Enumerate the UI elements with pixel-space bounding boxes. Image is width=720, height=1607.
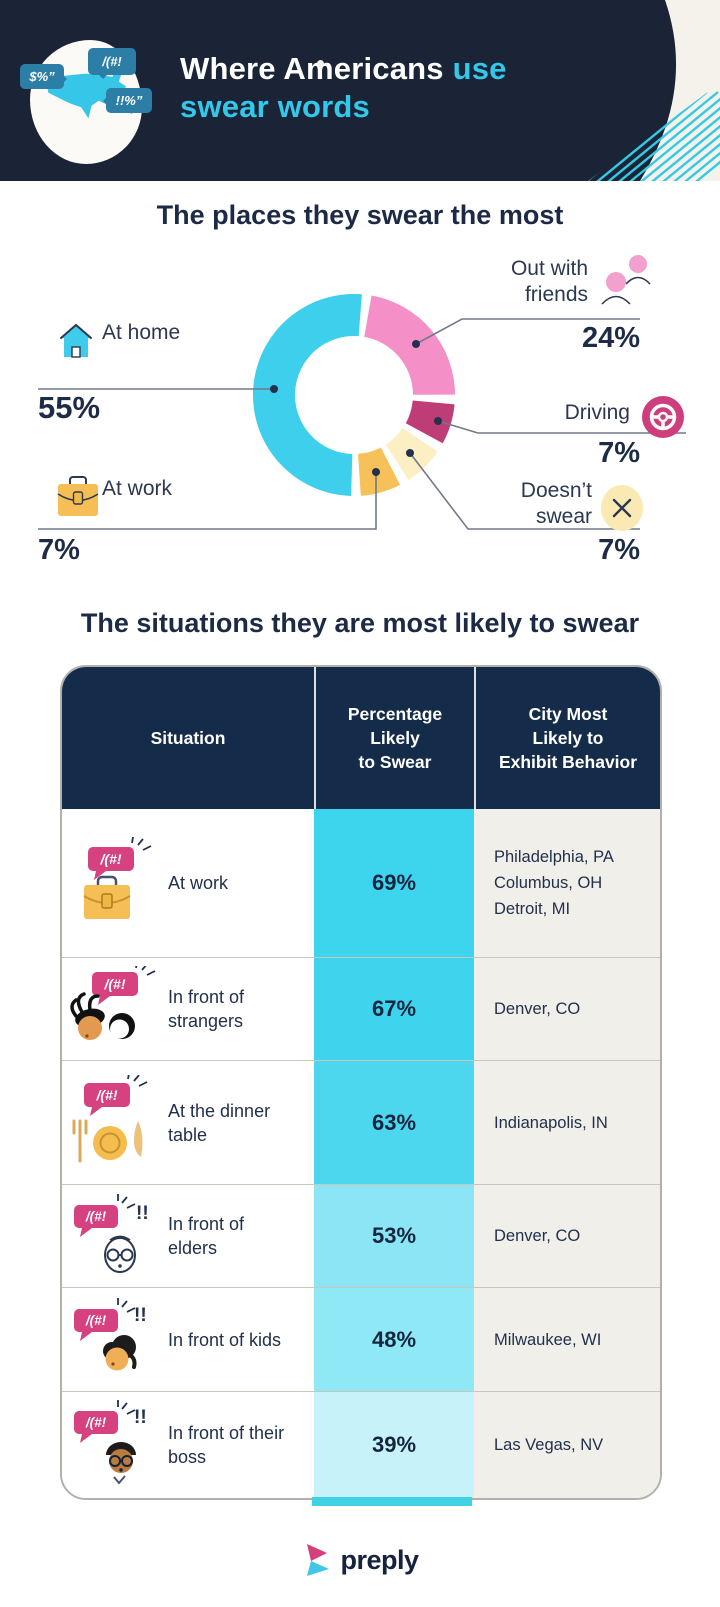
situation-label: In front of their boss [168,1423,285,1467]
situations-section-title: The situations they are most likely to s… [80,608,640,638]
swearing-at-elders-icon: /(#! !! [74,1194,149,1273]
bubble-text: $%” [29,69,55,84]
table-row-situation: /(#! In front of strangers [62,957,314,1060]
city-cell: Indianapolis, IN [474,1060,660,1184]
svg-text:/(#!: /(#! [85,1415,107,1430]
cyan-column-tail [312,1497,472,1506]
table-row-situation: /(#! !! In front of kids [62,1287,314,1391]
value-at-home: 55% [38,390,101,425]
title-line2: swear words [180,89,371,124]
percent-cell: 67% [314,957,474,1060]
percent-cell: 69% [314,809,474,957]
places-section-title: The places they swear the most [156,200,564,230]
column-header-city: City Most Likely to Exhibit Behavior [474,667,660,809]
value-driving: 7% [598,437,640,469]
swear-bubble-icon: $%” [20,64,67,89]
donut-slices [253,294,455,496]
swear-bubble-icon: /(#! [88,48,136,79]
table-row-situation: /(#! At work [62,809,314,957]
banner-corner-decoration [588,0,720,181]
title-dot-decoration [317,60,324,67]
column-header-situation: Situation [62,667,314,809]
city-cell: Denver, CO [474,957,660,1060]
city-cell: Denver, CO [474,1184,660,1287]
situation-label: In front of elders [168,1214,245,1258]
svg-text:/(#!: /(#! [100,851,122,867]
label-out-with-friends: Out with friends [510,257,588,306]
bubble-text: !!%” [115,93,143,108]
preply-wordmark: preply [340,1544,419,1575]
label-driving: Driving [564,401,630,424]
label-doesnt-swear: Doesn’t swear [520,479,592,528]
home-icon [60,323,92,358]
usa-map-icon [45,70,133,119]
preply-logo-icon [307,1544,330,1576]
swearing-at-boss-icon: /(#! !! [74,1400,147,1485]
title-line1-white: Where Americans [180,51,444,86]
friends-icon [601,255,651,305]
value-doesnt-swear: 7% [598,534,640,566]
svg-text:/(#!: /(#! [96,1087,118,1103]
banner: $%” /(#! !!%” Where Americans use swear … [0,0,720,181]
situation-label: At work [168,873,229,893]
svg-text:/(#!: /(#! [85,1209,107,1224]
situations-table: Situation Percentage Likely to Swear City … [60,665,662,1500]
percent-cell: 63% [314,1060,474,1184]
no-swear-icon [601,485,643,531]
table-row-situation: /(#! !! In front of their boss [62,1391,314,1498]
swearing-at-strangers-icon: /(#! [70,966,156,1040]
steering-wheel-icon [642,396,684,438]
leader-dots [270,340,442,476]
percent-cell: 39% [314,1391,474,1498]
value-out-with-friends: 24% [581,322,640,354]
svg-text:!!: !! [136,1203,149,1224]
table-row-situation: /(#! !! In front of elders [62,1184,314,1287]
swearing-at-work-icon: /(#! [83,837,152,919]
situation-label: At the dinner table [168,1100,271,1145]
donut-slice-out-with-friends [364,295,455,395]
footer: preply [0,1528,720,1592]
label-at-work: At work [102,477,173,500]
situation-label: In front of strangers [168,987,245,1031]
label-at-home: At home [102,321,181,344]
briefcase-icon [57,476,99,516]
svg-text:!!: !! [134,1407,147,1428]
donut-slice-driving [405,400,455,444]
page-title: Where Americans use swear words [180,50,620,126]
swearing-at-dinner-icon: /(#! [72,1074,148,1162]
table-row-situation: /(#! At the dinner table [62,1060,314,1184]
city-cell: Milwaukee, WI [474,1287,660,1391]
percent-cell: 48% [314,1287,474,1391]
percent-cell: 53% [314,1184,474,1287]
column-header-percentage: Percentage Likely to Swear [314,667,474,809]
value-at-work: 7% [38,534,80,566]
swearing-at-kids-icon: /(#! !! [74,1297,147,1370]
svg-text:/(#!: /(#! [104,976,126,992]
svg-text:/(#!: /(#! [85,1313,107,1328]
bubble-text: /(#! [102,54,122,69]
situation-label: In front of kids [168,1329,282,1350]
swear-bubble-icon: !!%” [103,88,152,113]
donut-slice-at-work [357,447,401,496]
title-line1-accent: use [452,51,507,86]
city-cell: Las Vegas, NV [474,1391,660,1498]
donut-slice-at-home [253,294,362,496]
svg-text:!!: !! [134,1305,147,1326]
donut-slice-doesn-t-swear [385,428,438,481]
city-cell: Philadelphia, PA Columbus, OH Detroit, MI [474,809,660,957]
